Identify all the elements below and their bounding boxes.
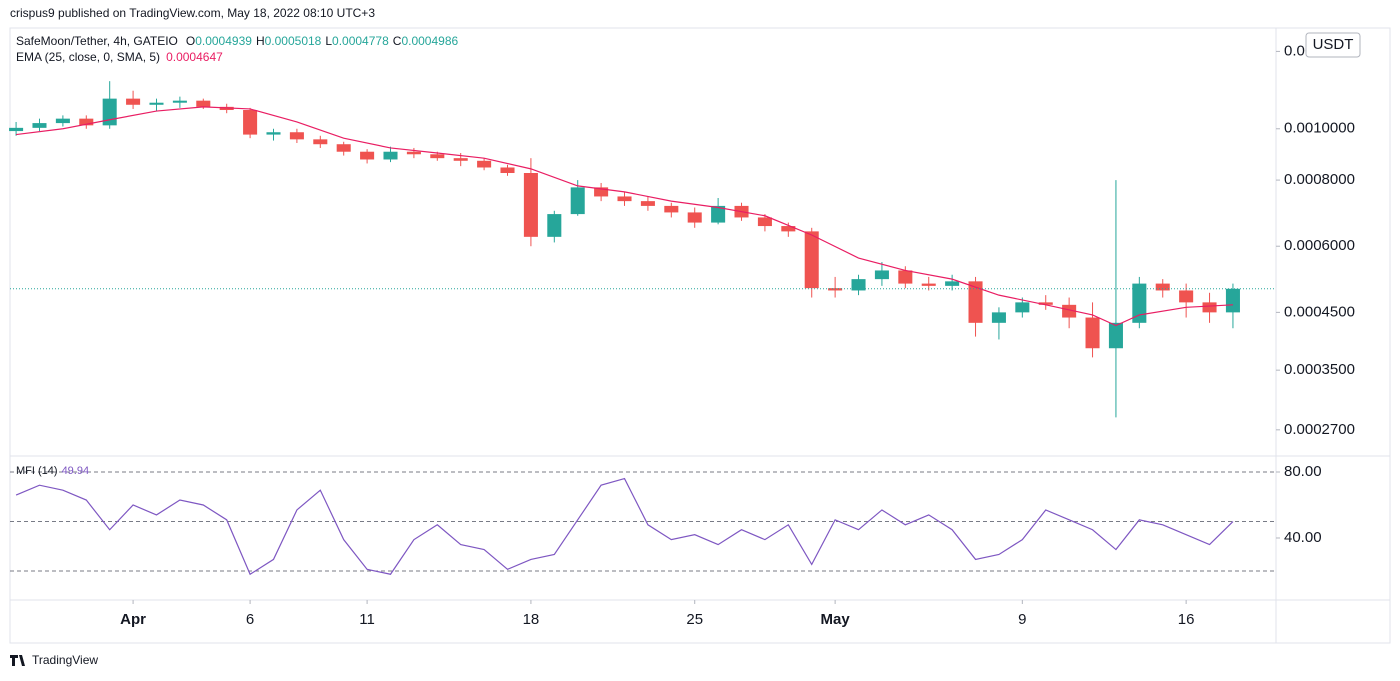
legend-item: H [256,34,265,48]
candle-body [336,144,351,152]
candle-body [547,214,562,237]
currency-label: USDT [1313,36,1354,53]
x-tick-label: 18 [523,611,540,628]
x-tick-label: Apr [120,611,146,628]
candle-body [757,217,772,227]
x-tick-label: 6 [246,611,254,628]
candle-body [9,127,24,132]
x-tick-label: 25 [686,611,703,628]
candle-body [711,205,726,223]
candle-body [1155,283,1170,291]
legend-ema-value: 0.0004647 [166,50,223,64]
legend-item: O [186,34,195,48]
y-tick-label: 0.0010000 [1284,120,1355,137]
candle-body [874,270,889,280]
candle-body [126,98,141,105]
frame [9,27,1391,644]
candle-body [1132,283,1147,323]
candle-body [1015,302,1030,313]
candle-body [32,123,47,128]
candle-body [828,288,843,291]
candle-body [898,270,913,284]
legend-ema-name: EMA (25, close, 0, SMA, 5) [16,50,160,64]
candle-body [453,158,468,161]
legend-item: L [325,34,332,48]
candle-body [477,160,492,168]
candle-body [430,154,445,159]
legend-item: SafeMoon/Tether, 4h, GATEIO [16,34,178,48]
x-tick-label: 9 [1018,611,1026,628]
candle-body [1179,290,1194,303]
ema-line [16,106,1233,327]
candle-body [594,187,609,197]
candle-body [1062,304,1077,318]
x-tick-label: 16 [1178,611,1195,628]
candle-body [687,212,702,223]
y-tick-label: 0.0008000 [1284,171,1355,188]
publish-note: crispus9 published on TradingView.com, M… [10,6,375,20]
y-tick-label: 0.0006000 [1284,237,1355,254]
candle-body [1108,322,1123,349]
candle-body [360,151,375,160]
candle-body [991,312,1006,323]
candle-body [921,283,936,286]
legend-item: 0.0004778 [332,34,389,48]
footer-brand: TradingView [32,653,98,667]
currency-box [1305,32,1361,58]
candle-body [664,205,679,213]
legend-mfi-value: 49.94 [62,465,90,477]
legend-item: C [393,34,402,48]
candle-body [102,98,117,126]
candle-body [149,102,164,105]
legend-title: SafeMoon/Tether, 4h, GATEIO O0.0004939 H0.… [16,34,458,48]
footer-logo [10,655,25,666]
candle-body [1225,288,1240,313]
candle-body [266,132,281,135]
legend-ema: EMA (25, close, 0, SMA, 5) 0.0004647 [16,50,223,64]
y-tick-label: 40.00 [1284,529,1322,546]
candle-body [1202,302,1217,313]
candle-body [804,231,819,289]
candle-body [289,132,304,140]
legend-mfi-name: MFI (14) [16,465,58,477]
candle-body [640,201,655,206]
y-tick-label: 0.0002700 [1284,421,1355,438]
candle-body [79,118,94,126]
candle-body [570,187,585,215]
x-tick-label: 11 [359,611,375,628]
y-tick-label: 80.00 [1284,463,1322,480]
candle-body [851,279,866,291]
y-tick-label: 0.0004500 [1284,303,1355,320]
candle-body [243,110,258,135]
legend-mfi: MFI (14) 49.94 [16,465,89,477]
candle-body [172,100,187,103]
candle-body [500,167,515,174]
candle-body [55,118,70,124]
x-tick-label: May [821,611,851,628]
candle-body [945,281,960,286]
candle-body [196,100,211,107]
legend-item: 0.0005018 [265,34,322,48]
y-tick-label: 0.0003500 [1284,361,1355,378]
candle-body [968,281,983,323]
legend-item: 0.0004939 [195,34,252,48]
candle-body [781,226,796,232]
candle-body [523,173,538,237]
candle-body [1038,302,1053,305]
legend-item: 0.0004986 [401,34,458,48]
candle-body [313,139,328,145]
mfi-line [15,477,1234,576]
candle-body [383,151,398,160]
candle-body [406,151,421,155]
candle-body [1085,317,1100,349]
candle-body [617,196,632,202]
